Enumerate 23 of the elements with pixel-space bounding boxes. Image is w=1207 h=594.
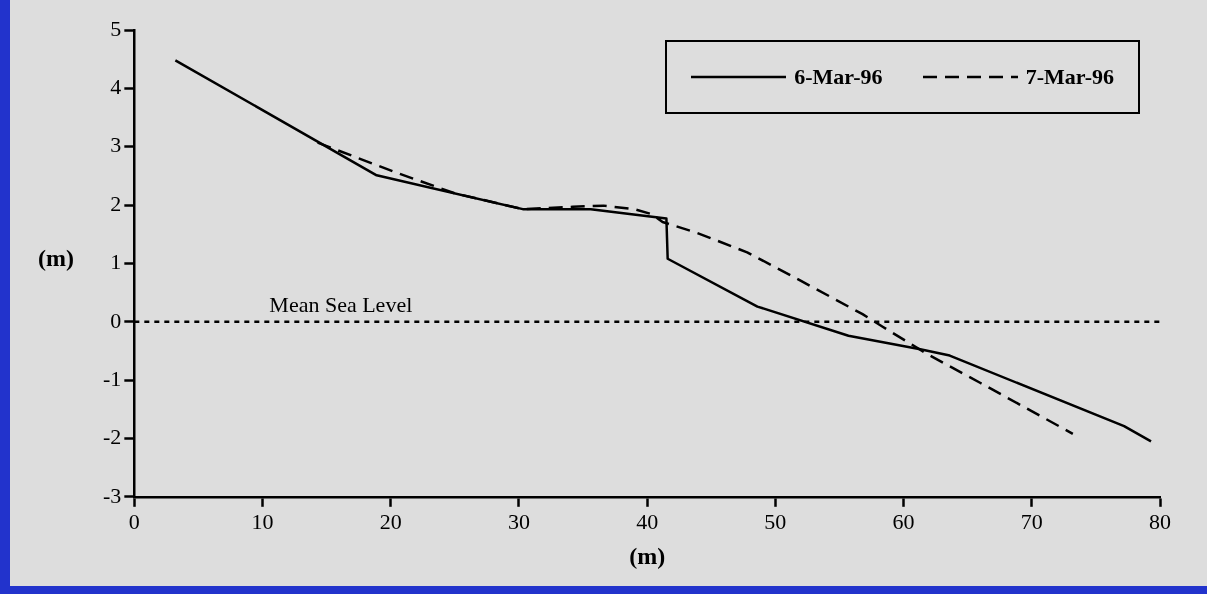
y-tick-label: 1 (110, 249, 122, 275)
x-tick-label: 0 (128, 508, 140, 534)
x-tick-label: 70 (1020, 508, 1043, 534)
x-tick-label: 40 (636, 508, 659, 534)
x-tick-label: 30 (507, 508, 530, 534)
y-tick-label: -2 (103, 424, 122, 450)
x-tick-label: 80 (1149, 508, 1171, 534)
x-tick-label: 10 (251, 508, 274, 534)
y-tick-label: 4 (110, 74, 122, 100)
ref-line-label: Mean Sea Level (269, 291, 413, 317)
legend-label: 6-Mar-96 (794, 64, 883, 90)
legend-label: 7-Mar-96 (1025, 64, 1114, 90)
y-tick-label: 5 (110, 15, 122, 41)
y-tick-label: 3 (110, 132, 122, 158)
y-axis-title: (m) (38, 245, 74, 272)
x-axis-title: (m) (629, 542, 666, 569)
x-tick-label: 50 (764, 508, 787, 534)
y-tick-label: 0 (110, 307, 122, 333)
x-tick-label: 60 (892, 508, 915, 534)
y-tick-label: -1 (103, 365, 122, 391)
x-tick-label: 20 (379, 508, 402, 534)
y-tick-label: -3 (103, 482, 122, 508)
y-tick-label: 2 (110, 190, 122, 216)
